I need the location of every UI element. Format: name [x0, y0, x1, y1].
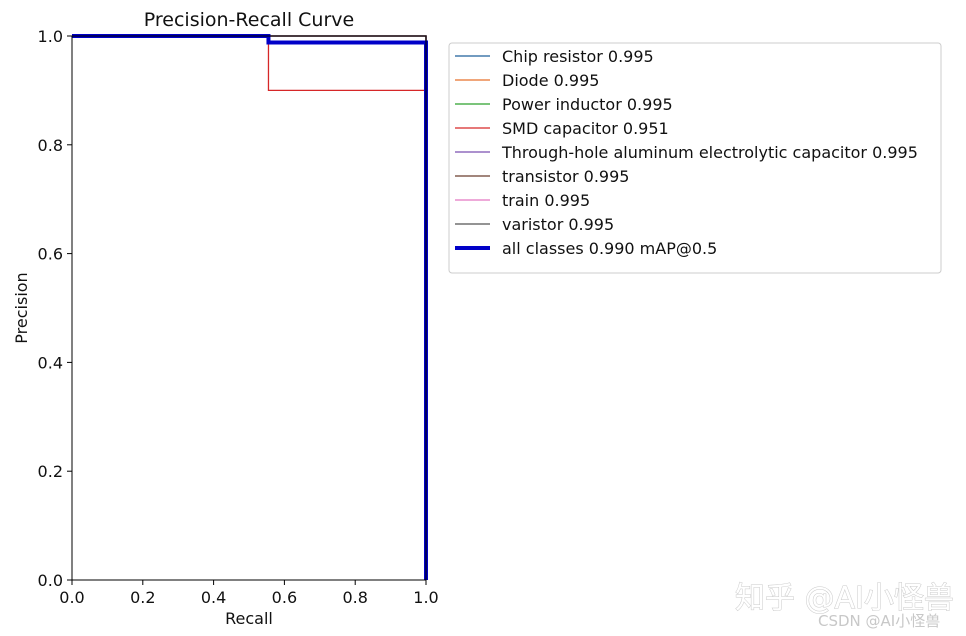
legend-box — [448, 42, 942, 274]
legend-label: all classes 0.990 mAP@0.5 — [502, 239, 717, 258]
legend-label: SMD capacitor 0.951 — [502, 119, 669, 138]
legend-label: train 0.995 — [502, 191, 590, 210]
legend-label: Diode 0.995 — [502, 71, 599, 90]
x-tick-label: 0.8 — [342, 588, 367, 607]
series-line-4 — [72, 35, 427, 580]
chart-title: Precision-Recall Curve — [144, 9, 354, 31]
y-axis-ticks: 0.0 0.2 0.4 0.6 0.8 1.0 — [38, 27, 72, 590]
x-axis-label: Recall — [225, 609, 273, 628]
y-tick-label: 0.6 — [38, 245, 63, 264]
legend: Chip resistor 0.995 Diode 0.995 Power indu… — [448, 42, 942, 274]
x-axis-ticks: 0.0 0.2 0.4 0.6 0.8 1.0 — [59, 580, 439, 607]
x-tick-label: 0.6 — [272, 588, 297, 607]
legend-label: Power inductor 0.995 — [502, 95, 673, 114]
y-tick-label: 0.0 — [38, 571, 63, 590]
series-line-6 — [72, 35, 427, 580]
legend-label: transistor 0.995 — [502, 167, 629, 186]
legend-label: Chip resistor 0.995 — [502, 47, 654, 66]
legend-items: Chip resistor 0.995 Diode 0.995 Power indu… — [455, 47, 918, 258]
y-tick-label: 0.8 — [38, 136, 63, 155]
plot-frame — [71, 35, 427, 581]
series-line-9 — [72, 34, 428, 580]
y-axis-label: Precision — [12, 272, 31, 343]
x-tick-label: 0.2 — [130, 588, 155, 607]
x-tick-label: 0.0 — [59, 588, 84, 607]
series-line-1 — [72, 35, 427, 580]
watermark-zhihu: 知乎 @AI小怪兽 — [735, 581, 954, 616]
series-line-7 — [72, 35, 427, 580]
y-tick-label: 1.0 — [38, 27, 63, 46]
legend-label: varistor 0.995 — [502, 215, 614, 234]
plot-lines — [72, 34, 428, 580]
series-line-2 — [72, 35, 427, 580]
watermark-csdn: CSDN @AI小怪兽 — [818, 612, 940, 630]
x-tick-label: 1.0 — [413, 588, 438, 607]
x-tick-label: 0.4 — [201, 588, 226, 607]
y-tick-label: 0.4 — [38, 353, 63, 372]
series-line-8 — [72, 35, 427, 580]
y-tick-label: 0.2 — [38, 462, 63, 481]
series-line-3 — [72, 35, 427, 580]
series-line-5 — [72, 35, 427, 580]
legend-label: Through-hole aluminum electrolytic capac… — [501, 143, 918, 162]
